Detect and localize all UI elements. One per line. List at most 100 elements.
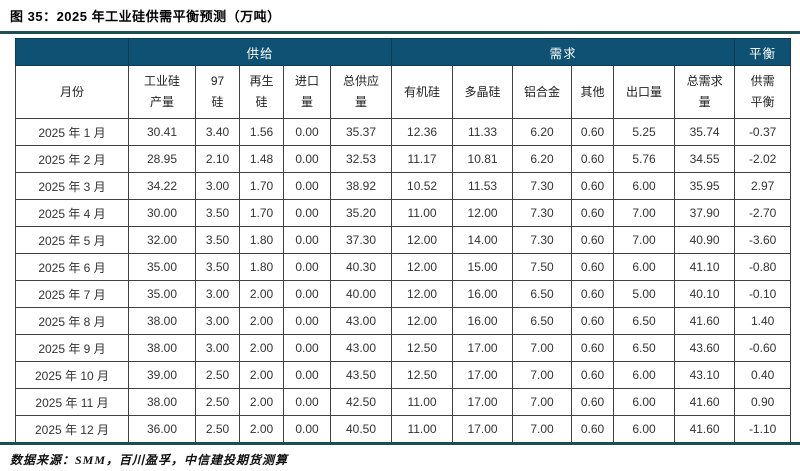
value-cell: 35.95 (674, 172, 736, 200)
month-cell: 2025 年 1 月 (15, 118, 129, 146)
month-cell: 2025 年 4 月 (15, 199, 129, 227)
bottom-accent-rule (0, 442, 800, 445)
value-cell: 2.10 (195, 145, 240, 173)
table-body: 2025 年 1 月 30.41 3.40 1.56 0.00 35.37 12.36 11.… (15, 118, 792, 443)
table-row: 2025 年 5 月 32.00 3.50 1.80 0.00 37.30 12.00 14.… (15, 226, 792, 254)
value-cell: 40.90 (674, 226, 736, 254)
value-cell: 0.60 (571, 226, 615, 254)
value-cell: 17.00 (452, 388, 514, 416)
month-cell: 2025 年 5 月 (15, 226, 129, 254)
value-cell: 6.50 (512, 307, 573, 335)
value-cell: 7.00 (613, 226, 676, 254)
table-row: 2025 年 11 月 38.00 2.50 2.00 0.00 42.50 11.00 17… (15, 388, 792, 416)
value-cell: 43.10 (674, 361, 736, 389)
value-cell: 6.00 (613, 388, 676, 416)
value-cell: 11.00 (391, 388, 454, 416)
value-cell: 12.00 (391, 253, 454, 281)
table-header: 供给 需求 平衡 月份 工业硅 产量 97 硅 再生 硅 进口 量 总供应 量 … (15, 38, 792, 119)
value-cell: 16.00 (452, 280, 514, 308)
value-cell: 37.30 (329, 226, 393, 254)
value-cell: -1.10 (734, 415, 792, 443)
value-cell: 43.60 (674, 334, 736, 362)
value-cell: 40.30 (329, 253, 393, 281)
value-cell: 0.00 (283, 415, 331, 443)
value-cell: 0.60 (571, 253, 615, 281)
value-cell: 1.70 (239, 172, 284, 200)
value-cell: 41.10 (674, 253, 736, 281)
value-cell: 2.00 (239, 361, 284, 389)
table-row: 2025 年 9 月 38.00 3.00 2.00 0.00 43.00 12.50 17.… (15, 334, 792, 362)
value-cell: 35.00 (128, 280, 196, 308)
value-cell: 3.00 (195, 172, 240, 200)
value-cell: 11.53 (452, 172, 514, 200)
value-cell: 17.00 (452, 334, 514, 362)
column-header-row: 月份 工业硅 产量 97 硅 再生 硅 进口 量 总供应 量 有机硅 多晶硅 铝… (15, 65, 792, 119)
figure-title: 图 35：2025 年工业硅供需平衡预测（万吨） (10, 9, 281, 24)
value-cell: 6.50 (512, 280, 573, 308)
value-cell: 0.00 (283, 334, 331, 362)
value-cell: 41.60 (674, 307, 736, 335)
value-cell: 2.50 (195, 361, 240, 389)
value-cell: 0.00 (283, 307, 331, 335)
value-cell: 2.50 (195, 415, 240, 443)
value-cell: 0.00 (283, 388, 331, 416)
group-header-supply: 供给 (127, 38, 393, 66)
col-header-recycled-silicon: 再生 硅 (239, 65, 284, 119)
value-cell: 1.40 (734, 307, 792, 335)
value-cell: -0.60 (734, 334, 792, 362)
value-cell: 2.00 (239, 334, 284, 362)
value-cell: 6.00 (613, 361, 676, 389)
value-cell: 28.95 (128, 145, 196, 173)
col-header-aluminum-alloy: 铝合金 (512, 65, 573, 119)
group-header-balance: 平衡 (734, 38, 792, 66)
value-cell: 34.22 (128, 172, 196, 200)
col-header-total-demand: 总需求 量 (674, 65, 736, 119)
value-cell: 3.00 (195, 280, 240, 308)
value-cell: 0.90 (734, 388, 792, 416)
value-cell: 11.00 (391, 199, 454, 227)
value-cell: 3.00 (195, 307, 240, 335)
value-cell: 0.60 (571, 388, 615, 416)
value-cell: 7.50 (512, 253, 573, 281)
data-source-note: 数据来源：SMM，百川盈孚，中信建投期货测算 (10, 453, 289, 467)
value-cell: 2.00 (239, 415, 284, 443)
value-cell: -0.10 (734, 280, 792, 308)
value-cell: 6.50 (613, 307, 676, 335)
value-cell: 5.00 (613, 280, 676, 308)
month-cell: 2025 年 11 月 (15, 388, 129, 416)
value-cell: 0.00 (283, 145, 331, 173)
group-header-row: 供给 需求 平衡 (15, 38, 792, 66)
value-cell: 38.00 (128, 307, 196, 335)
value-cell: 3.40 (195, 118, 240, 146)
table-row: 2025 年 2 月 28.95 2.10 1.48 0.00 32.53 11.17 10.… (15, 145, 792, 173)
value-cell: 0.60 (571, 415, 615, 443)
value-cell: -3.60 (734, 226, 792, 254)
month-cell: 2025 年 2 月 (15, 145, 129, 173)
value-cell: 39.00 (128, 361, 196, 389)
value-cell: -2.02 (734, 145, 792, 173)
value-cell: 2.00 (239, 388, 284, 416)
value-cell: 1.70 (239, 199, 284, 227)
value-cell: 30.00 (128, 199, 196, 227)
value-cell: 0.00 (283, 199, 331, 227)
value-cell: 40.50 (329, 415, 393, 443)
value-cell: 7.00 (512, 334, 573, 362)
value-cell: 35.20 (329, 199, 393, 227)
value-cell: 0.60 (571, 118, 615, 146)
value-cell: 11.17 (391, 145, 454, 173)
value-cell: 42.50 (329, 388, 393, 416)
value-cell: 43.50 (329, 361, 393, 389)
month-cell: 2025 年 10 月 (15, 361, 129, 389)
month-cell: 2025 年 3 月 (15, 172, 129, 200)
value-cell: 17.00 (452, 361, 514, 389)
col-header-balance: 供需 平衡 (734, 65, 792, 119)
value-cell: 15.00 (452, 253, 514, 281)
value-cell: 1.80 (239, 226, 284, 254)
value-cell: 0.00 (283, 172, 331, 200)
value-cell: 2.50 (195, 388, 240, 416)
value-cell: 7.30 (512, 172, 573, 200)
value-cell: 43.00 (329, 307, 393, 335)
value-cell: 35.74 (674, 118, 736, 146)
value-cell: 12.00 (452, 199, 514, 227)
value-cell: 7.00 (613, 199, 676, 227)
